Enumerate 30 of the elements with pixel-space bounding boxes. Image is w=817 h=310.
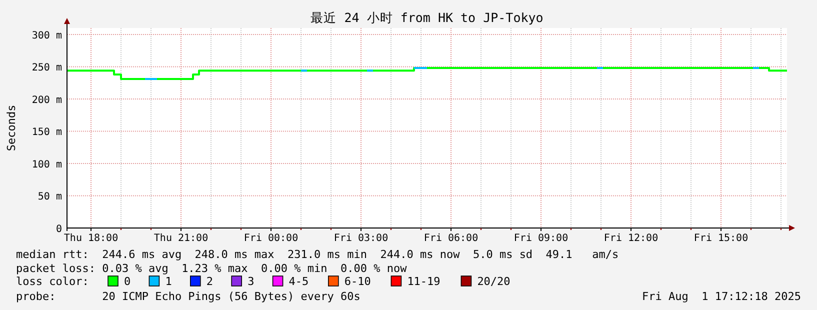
x-tick-label: Fri 09:00 xyxy=(514,233,568,244)
y-tick-label: 200 m xyxy=(32,94,62,106)
y-tick-label: 50 m xyxy=(38,192,62,203)
text: median rtt: 244.6 ms avg 248.0 ms max 231.0 ms min 244.0 ms now 5.0 ms sd 49.1 am/s xyxy=(16,248,619,261)
x-tick-label: Fri 15:00 xyxy=(694,233,748,244)
x-tick-label: Fri 00:00 xyxy=(244,233,298,244)
legend-label: 2 xyxy=(206,275,214,288)
x-tick-label: Fri 03:00 xyxy=(334,233,388,244)
y-tick-label: 0 xyxy=(56,224,62,235)
text: Fri Aug 1 17:12:18 2025 xyxy=(642,290,801,303)
y-tick-label: 300 m xyxy=(32,30,62,42)
text: probe: 20 ICMP Echo Pings (56 Bytes) every 60s xyxy=(16,290,360,303)
y-axis-title: Seconds xyxy=(5,104,18,152)
legend-label: 3 xyxy=(248,275,254,288)
chart-title: 最近 24 小时 from HK to JP-Tokyo xyxy=(310,10,544,25)
x-tick-label: Fri 12:00 xyxy=(604,233,658,244)
x-tick-label: Thu 21:00 xyxy=(154,233,208,244)
x-tick-label: Thu 18:00 xyxy=(64,233,118,244)
y-tick-label: 100 m xyxy=(32,159,62,170)
y-tick-label: 250 m xyxy=(32,62,62,74)
legend-label: 11-19 xyxy=(407,275,440,288)
legend-label: 20/20 xyxy=(477,275,510,288)
legend-label: 6-10 xyxy=(344,275,371,288)
legend-label: 1 xyxy=(165,275,172,288)
x-tick-label: Fri 06:00 xyxy=(424,233,478,244)
y-tick-label: 150 m xyxy=(32,127,62,138)
legend-label: 4-5 xyxy=(288,275,309,288)
legend-title: loss color: xyxy=(16,275,89,288)
legend-label: 0 xyxy=(124,275,131,288)
text: packet loss: 0.03 % avg 1.23 % max 0.00 % min 0.00 % now xyxy=(16,262,408,275)
